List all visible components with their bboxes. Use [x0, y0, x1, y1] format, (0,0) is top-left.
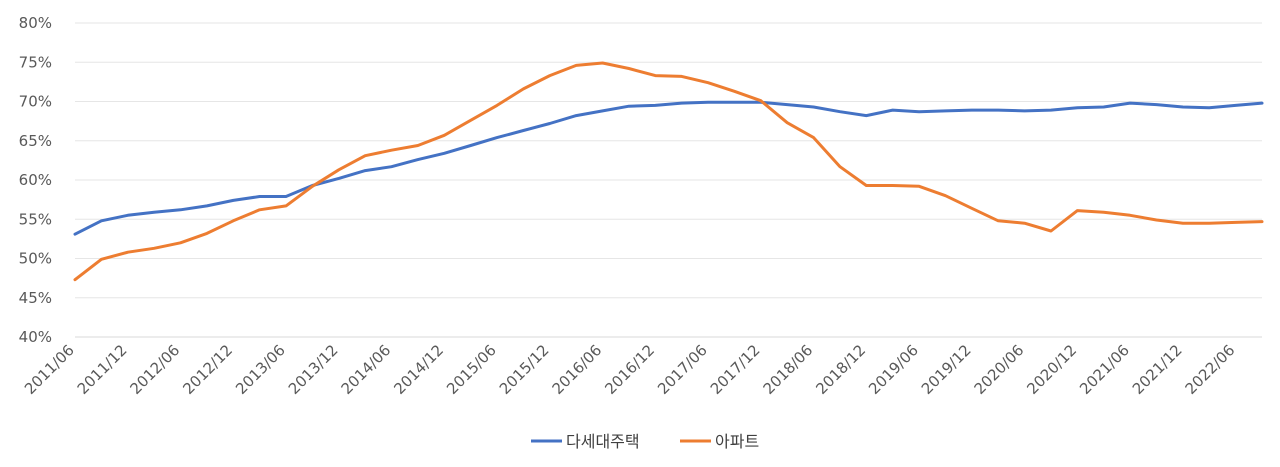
- x-tick-label: 2018/12: [812, 341, 869, 398]
- y-tick-label: 45%: [19, 289, 52, 307]
- x-tick-label: 2022/06: [1182, 341, 1239, 398]
- x-tick-label: 2021/06: [1076, 341, 1133, 398]
- x-tick-label: 2020/12: [1023, 341, 1080, 398]
- x-tick-label: 2012/06: [127, 341, 184, 398]
- x-tick-label: 2011/06: [21, 341, 78, 398]
- x-tick-label: 2016/06: [549, 341, 606, 398]
- y-tick-label: 40%: [19, 328, 52, 346]
- x-tick-label: 2012/12: [179, 341, 236, 398]
- x-tick-label: 2020/06: [971, 341, 1028, 398]
- x-tick-label: 2015/12: [496, 341, 553, 398]
- legend-label-series-1: 다세대주택: [566, 432, 640, 451]
- series-lines: [73, 61, 1264, 282]
- x-tick-label: 2015/06: [443, 341, 500, 398]
- y-tick-label: 75%: [19, 53, 52, 71]
- x-tick-label: 2016/12: [601, 341, 658, 398]
- x-tick-label: 2017/12: [707, 341, 764, 398]
- x-tick-label: 2013/12: [285, 341, 342, 398]
- x-tick-label: 2018/06: [760, 341, 817, 398]
- y-tick-label: 60%: [19, 171, 52, 189]
- x-tick-label: 2019/06: [865, 341, 922, 398]
- series-line-2: [73, 61, 1264, 282]
- x-tick-label: 2011/12: [74, 341, 131, 398]
- gridlines: [75, 22, 1262, 299]
- x-axis-tick-labels: 2011/062011/122012/062012/122013/062013/…: [21, 341, 1238, 398]
- x-tick-label: 2021/12: [1129, 341, 1186, 398]
- x-tick-label: 2017/06: [654, 341, 711, 398]
- y-axis-tick-labels: 40% 45% 50% 55% 60% 65% 70% 75% 80%: [19, 14, 52, 346]
- x-tick-label: 2014/12: [390, 341, 447, 398]
- x-tick-label: 2019/12: [918, 341, 975, 398]
- y-tick-label: 80%: [19, 14, 52, 32]
- y-tick-label: 50%: [19, 250, 52, 268]
- y-tick-label: 70%: [19, 93, 52, 111]
- x-tick-label: 2013/06: [232, 341, 289, 398]
- y-tick-label: 65%: [19, 132, 52, 150]
- legend: 다세대주택 아파트: [531, 432, 759, 451]
- series-line-1: [73, 100, 1264, 236]
- x-tick-label: 2014/06: [338, 341, 395, 398]
- y-tick-label: 55%: [19, 210, 52, 228]
- legend-label-series-2: 아파트: [715, 432, 759, 451]
